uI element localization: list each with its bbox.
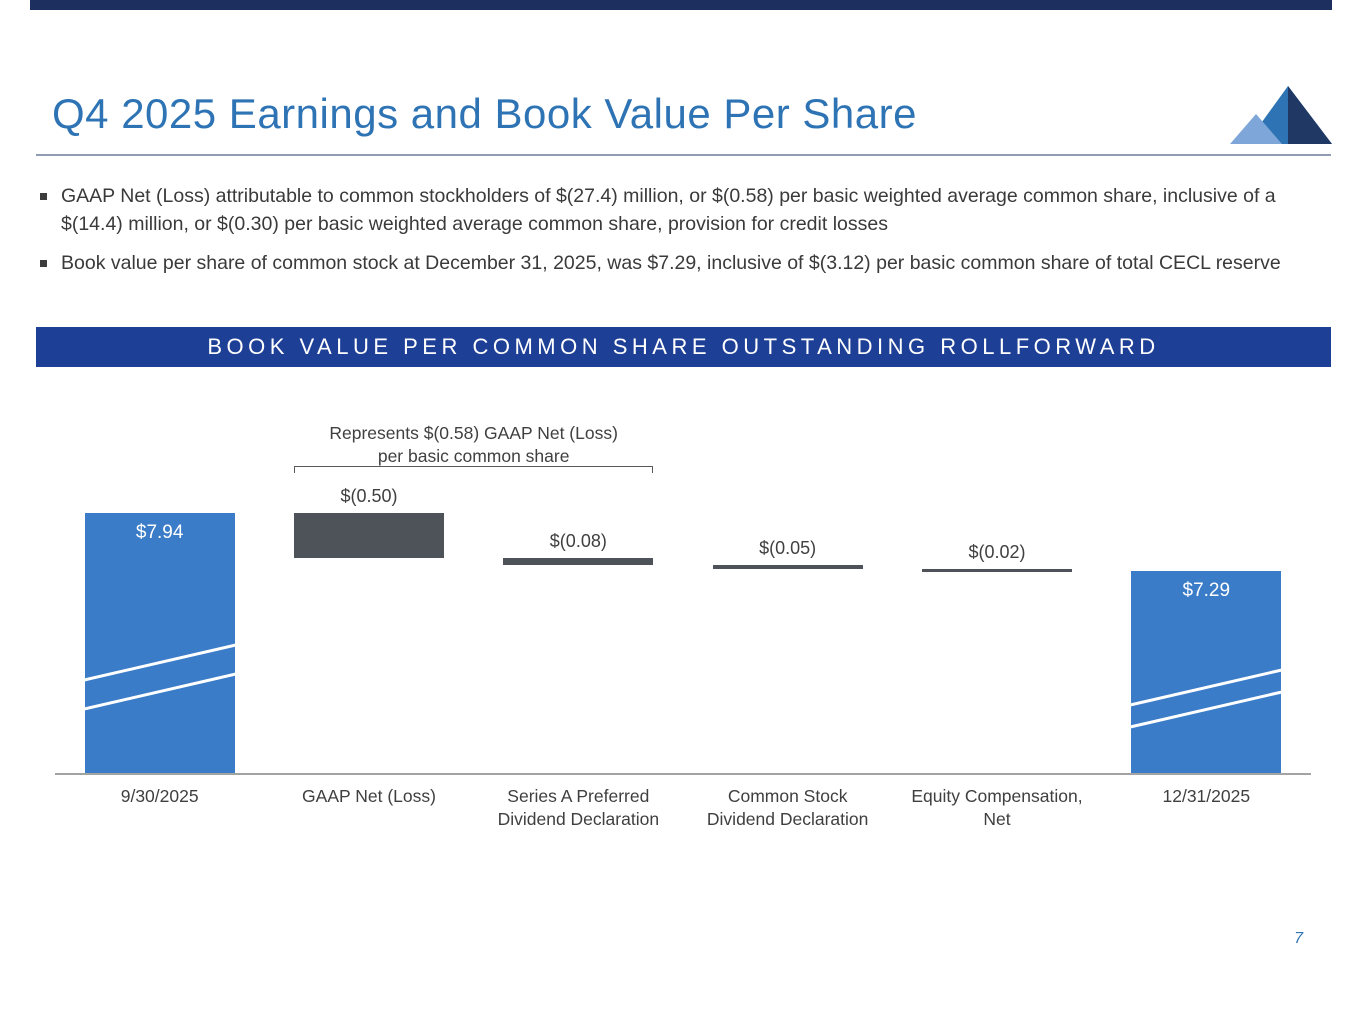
bar-value-label: $(0.02) [968, 542, 1026, 563]
total-bar: $7.94 [84, 513, 235, 773]
section-banner-label: BOOK VALUE PER COMMON SHARE OUTSTANDING … [207, 334, 1160, 359]
category-label: Series A Preferred Dividend Declaration [497, 786, 660, 829]
delta-bar [293, 513, 444, 558]
bullet-square-icon [40, 193, 47, 200]
waterfall-chart: $7.94 $(0.50) $(0.08) $(0.05) $(0.02) $7.29 9/… [55, 420, 1311, 850]
bullet-list: GAAP Net (Loss) attributable to common s… [40, 183, 1310, 290]
page-number: 7 [1294, 930, 1303, 947]
bar-value-label: $(0.08) [549, 530, 607, 551]
x-axis-labels: 9/30/2025 GAAP Net (Loss) Series A Preferr… [55, 785, 1311, 831]
total-bar: $7.29 [1131, 570, 1282, 773]
header: Q4 2025 Earnings and Book Value Per Shar… [52, 80, 1332, 148]
axis-break-mark [84, 669, 235, 713]
company-logo [1228, 82, 1332, 146]
bullet-text: Book value per share of common stock at … [61, 252, 1281, 275]
waterfall-column: $(0.50) [264, 453, 473, 773]
waterfall-column: $(0.08) [474, 453, 683, 773]
bar-value-label: $7.29 [1182, 579, 1231, 601]
bullet-text: GAAP Net (Loss) attributable to common s… [61, 185, 1276, 235]
bar-value-label: $7.94 [135, 522, 184, 544]
waterfall-column: $(0.05) [683, 453, 892, 773]
category-label: GAAP Net (Loss) [302, 786, 436, 806]
category-label: Equity Compensation, Net [911, 786, 1083, 829]
category-label: Common Stock Dividend Declaration [706, 786, 869, 829]
delta-bar [503, 557, 654, 565]
annotation-text: Represents $(0.58) GAAP Net (Loss) per ba… [294, 422, 653, 468]
annotation-line2: per basic common share [377, 445, 570, 466]
page-title: Q4 2025 Earnings and Book Value Per Shar… [52, 90, 917, 137]
waterfall-column: $7.29 [1102, 453, 1311, 773]
bar-value-label: $(0.05) [759, 537, 817, 558]
top-accent-strip [30, 0, 1332, 10]
waterfall-column: $7.94 [55, 453, 264, 773]
bar-value-label: $(0.50) [340, 486, 398, 507]
delta-bar [712, 564, 863, 570]
delta-bar [921, 569, 1072, 573]
mountain-logo-icon [1230, 86, 1332, 144]
bullet-item: GAAP Net (Loss) attributable to common s… [40, 183, 1310, 238]
title-divider [36, 154, 1331, 156]
annotation-bracket [294, 466, 654, 473]
bullet-item: Book value per share of common stock at … [40, 250, 1310, 278]
axis-break-mark [1131, 666, 1282, 710]
bullet-square-icon [40, 260, 47, 268]
category-label: 12/31/2025 [1162, 786, 1251, 806]
annotation-line1: Represents $(0.58) GAAP Net (Loss) [329, 423, 618, 443]
section-banner: BOOK VALUE PER COMMON SHARE OUTSTANDING … [36, 327, 1331, 367]
category-label: 9/30/2025 [120, 786, 199, 806]
waterfall-column: $(0.02) [892, 453, 1101, 773]
x-axis-line [55, 773, 1311, 775]
plot-area: $7.94 $(0.50) $(0.08) $(0.05) $(0.02) $7.29 [55, 453, 1311, 773]
axis-break-mark [1131, 688, 1282, 732]
